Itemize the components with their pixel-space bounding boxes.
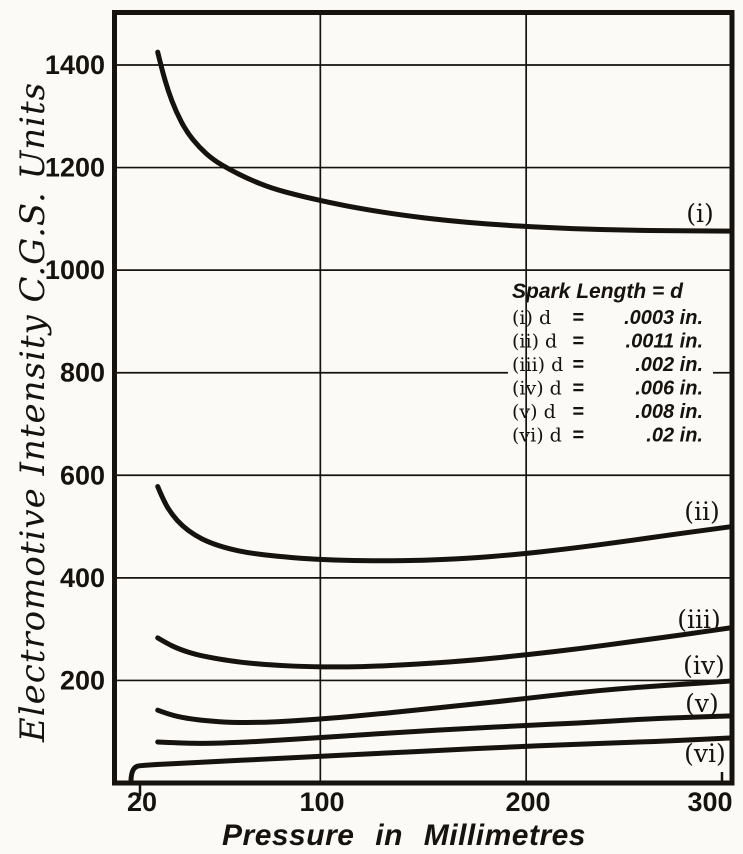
legend-key: (ii) d xyxy=(512,331,557,353)
legend-equals: = xyxy=(572,354,584,376)
curve-label-ii: (ii) xyxy=(684,497,720,526)
y-tick-label-1400: 1400 xyxy=(45,50,105,80)
curve-label-iv: (iv) xyxy=(683,651,725,680)
x-tick-label-200: 200 xyxy=(505,787,550,817)
curve-ii xyxy=(155,484,735,564)
curve-label-v: (v) xyxy=(685,689,719,718)
y-tick-label-1000: 1000 xyxy=(45,255,105,285)
curve-v xyxy=(155,713,735,746)
legend-row-iii: (iii) d = .002 in. xyxy=(512,354,703,376)
legend-row-v: (v) d = .008 in. xyxy=(512,401,703,423)
y-tick-label-400: 400 xyxy=(60,563,105,593)
axis-ticks xyxy=(138,772,724,796)
curve-label-iii: (iii) xyxy=(677,605,721,634)
legend-value: .0011 in. xyxy=(626,331,703,353)
legend-key: (v) d xyxy=(512,401,556,423)
x-tick-label-100: 100 xyxy=(299,787,344,817)
y-tick-label-200: 200 xyxy=(60,665,105,695)
legend-row-i: (i) d = .0003 in. xyxy=(512,307,703,329)
legend-value: .002 in. xyxy=(635,354,703,376)
curve-iv xyxy=(155,678,735,725)
legend-key: (iv) d xyxy=(512,378,562,400)
x-tick-label-300: 300 xyxy=(687,787,732,817)
curve-label-vi: (vi) xyxy=(684,739,726,768)
legend-equals: = xyxy=(572,425,584,447)
curve-vi xyxy=(128,735,735,785)
legend-title: Spark Length = d xyxy=(512,280,684,303)
y-tick-label-600: 600 xyxy=(60,460,105,490)
y-axis-title: Electromotive Intensity C.G.S. Units xyxy=(13,81,53,743)
curve-i xyxy=(155,49,735,234)
legend-key: (vi) d xyxy=(512,425,562,447)
x-axis-tick-labels: 20 100 200 300 xyxy=(127,787,733,817)
legend-row-vi: (vi) d = .02 in. xyxy=(512,425,703,447)
legend-row-iv: (iv) d = .006 in. xyxy=(512,378,703,400)
y-tick-label-800: 800 xyxy=(60,358,105,388)
y-tick-label-1200: 1200 xyxy=(45,153,105,183)
x-tick-label-20: 20 xyxy=(127,787,157,817)
legend-equals: = xyxy=(572,378,584,400)
legend-equals: = xyxy=(572,401,584,423)
legend-value: .0003 in. xyxy=(624,307,703,329)
legend-equals: = xyxy=(572,331,584,353)
legend-equals: = xyxy=(572,307,584,329)
data-curves xyxy=(128,49,735,785)
curve-label-i: (i) xyxy=(686,199,714,228)
curve-labels: (i) (ii) (iii) (iv) (v) (vi) xyxy=(677,199,726,768)
curve-iii xyxy=(155,625,735,670)
legend-row-ii: (ii) d = .0011 in. xyxy=(512,331,703,353)
legend: Spark Length = d (i) d = .0003 in. (ii) d = .0… xyxy=(512,280,703,447)
x-axis-title: Pressure in Millimetres xyxy=(222,819,586,852)
y-axis-tick-labels: 200 400 600 800 1000 1200 1400 xyxy=(45,50,105,695)
legend-value: .008 in. xyxy=(635,401,703,423)
plot-frame xyxy=(112,10,735,786)
legend-key: (iii) d xyxy=(512,354,563,376)
legend-key: (i) d xyxy=(512,307,551,329)
legend-value: .006 in. xyxy=(635,378,703,400)
legend-value: .02 in. xyxy=(646,425,703,447)
